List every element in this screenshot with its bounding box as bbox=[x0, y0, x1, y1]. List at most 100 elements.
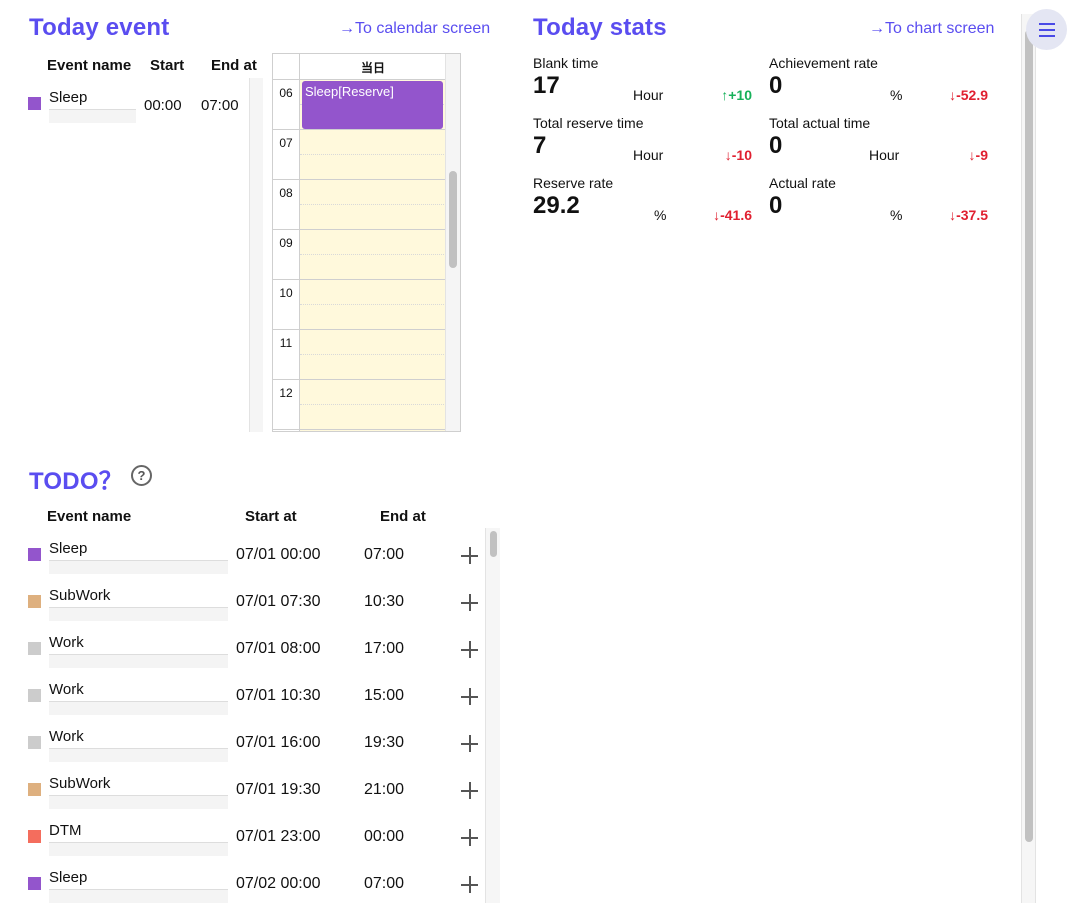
stat-delta-down: ↓-52.9 bbox=[949, 87, 988, 103]
todo-name-field[interactable] bbox=[49, 795, 228, 809]
todo-name-field[interactable] bbox=[49, 560, 228, 574]
calendar-hour-label: 07 bbox=[273, 130, 299, 180]
stat-delta-down: ↓-10 bbox=[724, 147, 752, 163]
stat-value: 29.2 bbox=[533, 192, 580, 219]
plus-icon[interactable] bbox=[461, 688, 478, 705]
event-color-swatch bbox=[28, 97, 41, 110]
event-list-scrollbar[interactable] bbox=[249, 78, 263, 432]
todo-name: Sleep bbox=[49, 540, 88, 557]
todo-name-field[interactable] bbox=[49, 842, 228, 856]
stat-unit: % bbox=[890, 207, 903, 223]
calendar-event-sleep[interactable]: Sleep[Reserve] bbox=[302, 81, 443, 129]
hamburger-menu-icon[interactable] bbox=[1026, 9, 1067, 50]
stat-label: Total reserve time bbox=[533, 115, 644, 131]
stat-value: 7 bbox=[533, 132, 547, 159]
todo-end-at: 10:30 bbox=[364, 593, 405, 610]
todo-start-at: 07/01 16:00 bbox=[236, 734, 321, 751]
calendar-scrollbar[interactable] bbox=[445, 54, 460, 431]
todo-end-header: End at bbox=[380, 508, 426, 525]
todo-color-swatch bbox=[28, 689, 41, 702]
todo-color-swatch bbox=[28, 783, 41, 796]
calendar-time-slot[interactable] bbox=[299, 330, 446, 380]
todo-title: TODO？ bbox=[29, 468, 123, 495]
calendar-hour-label: 08 bbox=[273, 180, 299, 230]
stat-value: 0 bbox=[769, 132, 783, 159]
event-name: Sleep bbox=[49, 89, 88, 106]
todo-color-swatch bbox=[28, 595, 41, 608]
calendar-hour-label: 11 bbox=[273, 330, 299, 380]
calendar-hour-label: 09 bbox=[273, 230, 299, 280]
todo-start-at: 07/01 23:00 bbox=[236, 828, 321, 845]
page-scrollbar[interactable] bbox=[1021, 14, 1036, 903]
calendar-time-slot[interactable] bbox=[299, 130, 446, 180]
event-start-header: Start bbox=[150, 57, 185, 74]
todo-name-field[interactable] bbox=[49, 607, 228, 621]
stat-unit: Hour bbox=[633, 147, 664, 163]
todo-name: Work bbox=[49, 634, 84, 651]
todo-end-at: 21:00 bbox=[364, 781, 405, 798]
plus-icon[interactable] bbox=[461, 547, 478, 564]
stat-unit: Hour bbox=[633, 87, 664, 103]
calendar-time-slot-partial[interactable] bbox=[299, 430, 446, 431]
todo-name: DTM bbox=[49, 822, 82, 839]
plus-icon[interactable] bbox=[461, 782, 478, 799]
todo-name-field[interactable] bbox=[49, 889, 228, 903]
todo-color-swatch bbox=[28, 830, 41, 843]
todo-scroll-thumb[interactable] bbox=[490, 531, 497, 557]
todo-name-field[interactable] bbox=[49, 654, 228, 668]
page-scroll-thumb[interactable] bbox=[1025, 30, 1033, 842]
plus-icon[interactable] bbox=[461, 735, 478, 752]
to-calendar-link[interactable]: →To calendar screen bbox=[339, 20, 491, 37]
stat-label: Achievement rate bbox=[769, 55, 878, 71]
plus-icon[interactable] bbox=[461, 594, 478, 611]
todo-name-field[interactable] bbox=[49, 748, 228, 762]
calendar-time-slot[interactable] bbox=[299, 180, 446, 230]
todo-scrollbar[interactable] bbox=[485, 528, 500, 903]
stat-label: Total actual time bbox=[769, 115, 871, 131]
stat-label: Actual rate bbox=[769, 175, 836, 191]
todo-name-field[interactable] bbox=[49, 701, 228, 715]
todo-end-at: 07:00 bbox=[364, 546, 405, 563]
stat-unit: % bbox=[654, 207, 667, 223]
stat-delta-down: ↓-41.6 bbox=[713, 207, 752, 223]
todo-name: Work bbox=[49, 681, 84, 698]
todo-name: Work bbox=[49, 728, 84, 745]
todo-end-at: 07:00 bbox=[364, 875, 405, 892]
stat-delta-down: ↓-9 bbox=[968, 147, 988, 163]
todo-color-swatch bbox=[28, 548, 41, 561]
event-end-time: 07:00 bbox=[201, 97, 239, 114]
calendar-time-slot[interactable] bbox=[299, 280, 446, 330]
stat-label: Blank time bbox=[533, 55, 599, 71]
todo-start-at: 07/01 00:00 bbox=[236, 546, 321, 563]
todo-name: SubWork bbox=[49, 587, 111, 604]
stat-unit: % bbox=[890, 87, 903, 103]
to-chart-link[interactable]: →To chart screen bbox=[869, 20, 995, 37]
question-circle-icon[interactable]: ? bbox=[131, 465, 152, 486]
event-start-time: 00:00 bbox=[144, 97, 182, 114]
todo-name-header: Event name bbox=[47, 508, 132, 525]
calendar-scroll-thumb[interactable] bbox=[449, 171, 457, 268]
todo-end-at: 15:00 bbox=[364, 687, 405, 704]
todo-start-at: 07/01 07:30 bbox=[236, 593, 321, 610]
day-calendar: 当日 06 07 08 09 10 11 12 Sleep[Reserve] bbox=[272, 53, 461, 432]
calendar-time-slot[interactable] bbox=[299, 380, 446, 430]
event-name-header: Event name bbox=[47, 57, 132, 74]
plus-icon[interactable] bbox=[461, 641, 478, 658]
todo-name: SubWork bbox=[49, 775, 111, 792]
todo-end-at: 19:30 bbox=[364, 734, 405, 751]
stat-delta-up: ↑+10 bbox=[721, 87, 752, 103]
todo-start-at: 07/01 19:30 bbox=[236, 781, 321, 798]
event-name-field[interactable] bbox=[49, 109, 136, 123]
event-end-header: End at bbox=[211, 57, 257, 74]
today-stats-title: Today stats bbox=[533, 14, 667, 41]
todo-start-at: 07/02 00:00 bbox=[236, 875, 321, 892]
plus-icon[interactable] bbox=[461, 876, 478, 893]
stat-value: 0 bbox=[769, 192, 783, 219]
calendar-hour-label: 06 bbox=[273, 80, 299, 130]
todo-start-at: 07/01 10:30 bbox=[236, 687, 321, 704]
calendar-gutter-header bbox=[273, 54, 299, 80]
plus-icon[interactable] bbox=[461, 829, 478, 846]
today-event-title: Today event bbox=[29, 14, 170, 41]
calendar-day-header: 当日 bbox=[299, 54, 446, 80]
calendar-time-slot[interactable] bbox=[299, 230, 446, 280]
